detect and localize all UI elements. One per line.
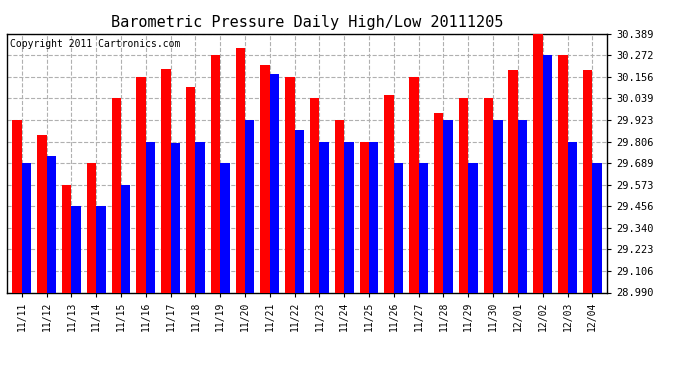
Bar [260, 65, 270, 292]
Text: Copyright 2011 Cartronics.com: Copyright 2011 Cartronics.com [10, 39, 180, 49]
Bar [170, 143, 180, 292]
Bar [211, 56, 220, 292]
Bar [71, 206, 81, 292]
Bar [484, 99, 493, 292]
Bar [319, 142, 329, 292]
Bar [592, 163, 602, 292]
Bar [295, 130, 304, 292]
Bar [146, 142, 155, 292]
Bar [245, 120, 255, 292]
Bar [533, 34, 543, 292]
Bar [493, 120, 502, 292]
Bar [567, 142, 577, 292]
Bar [112, 99, 121, 292]
Bar [518, 120, 527, 292]
Bar [137, 77, 146, 292]
Bar [335, 120, 344, 292]
Bar [96, 206, 106, 292]
Bar [543, 56, 552, 292]
Title: Barometric Pressure Daily High/Low 20111205: Barometric Pressure Daily High/Low 20111… [111, 15, 503, 30]
Bar [62, 184, 71, 292]
Bar [310, 99, 319, 292]
Bar [369, 142, 379, 292]
Bar [186, 87, 195, 292]
Bar [409, 77, 419, 292]
Bar [469, 163, 477, 292]
Bar [161, 69, 170, 292]
Bar [22, 163, 31, 292]
Bar [220, 163, 230, 292]
Bar [37, 135, 47, 292]
Bar [394, 163, 403, 292]
Bar [558, 56, 567, 292]
Bar [384, 94, 394, 292]
Bar [285, 77, 295, 292]
Bar [434, 113, 444, 292]
Bar [583, 70, 592, 292]
Bar [12, 120, 22, 292]
Bar [270, 74, 279, 292]
Bar [419, 163, 428, 292]
Bar [359, 142, 369, 292]
Bar [47, 156, 56, 292]
Bar [344, 142, 354, 292]
Bar [509, 70, 518, 292]
Bar [444, 120, 453, 292]
Bar [235, 48, 245, 292]
Bar [87, 163, 96, 292]
Bar [459, 99, 469, 292]
Bar [195, 142, 205, 292]
Bar [121, 184, 130, 292]
